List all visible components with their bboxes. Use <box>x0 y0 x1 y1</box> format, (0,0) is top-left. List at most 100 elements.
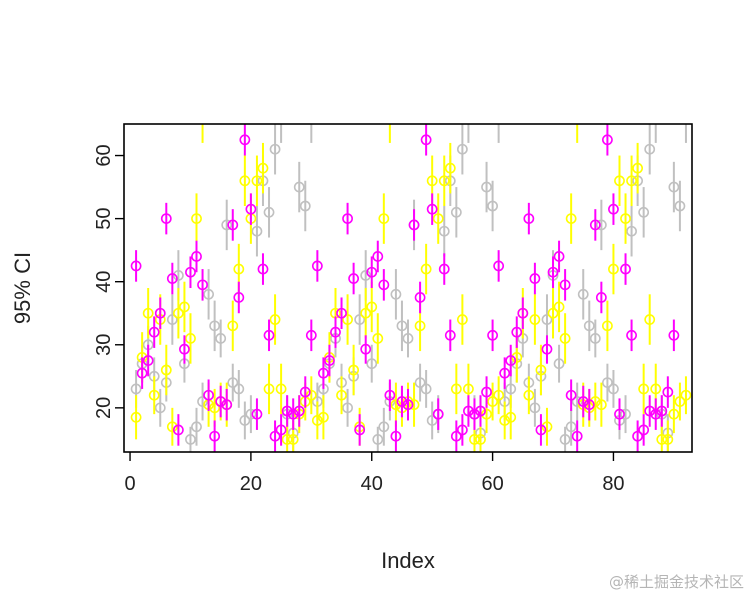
ci-point-marker <box>487 200 498 212</box>
ci-point-marker <box>475 433 486 445</box>
ci-point-marker <box>523 213 535 225</box>
ci-point-marker <box>651 113 660 122</box>
ci-point-marker <box>426 175 438 187</box>
ci-point-marker <box>277 113 286 122</box>
ci-point <box>354 414 366 446</box>
ci-point <box>336 376 347 415</box>
ci-point-marker <box>215 333 227 344</box>
ci-point <box>583 300 595 352</box>
ci-point <box>166 407 178 446</box>
ci-point <box>215 385 227 418</box>
y-tick-label: 60 <box>93 144 115 166</box>
ci-point-marker <box>464 113 473 122</box>
ci-point <box>318 357 329 389</box>
ci-point-marker <box>385 113 394 122</box>
ci-point-marker <box>547 307 559 319</box>
ci-point-marker <box>583 320 595 332</box>
ci-point-marker <box>354 424 366 436</box>
ci-point <box>172 414 184 446</box>
ci-point <box>456 124 468 175</box>
ci-point <box>602 363 613 402</box>
ci-point-marker <box>148 326 160 338</box>
ci-point-marker <box>305 329 317 341</box>
ci-point-marker <box>438 263 450 275</box>
ci-point <box>644 294 656 345</box>
ci-point-marker <box>287 408 299 420</box>
ci-point-marker <box>154 307 166 319</box>
ci-point-marker <box>553 358 565 370</box>
ci-point <box>299 376 311 408</box>
ci-point <box>209 300 221 352</box>
ci-point-marker <box>330 326 341 338</box>
ci-point <box>595 382 607 427</box>
ci-point-marker <box>179 343 190 355</box>
ci-point-marker <box>571 430 583 442</box>
ci-point <box>432 398 444 430</box>
ci-point <box>330 316 341 348</box>
ci-point-marker <box>348 364 360 376</box>
ci-point-marker <box>336 389 347 401</box>
ci-point-marker <box>505 383 517 395</box>
ci-point <box>269 294 281 345</box>
ci-point-marker <box>608 203 619 215</box>
ci-point-marker <box>130 411 142 423</box>
ci-point <box>511 316 523 348</box>
ci-point-marker <box>318 411 329 423</box>
ci-point <box>390 382 402 427</box>
ci-point <box>251 206 263 257</box>
ci-point <box>201 124 204 143</box>
ci-point <box>342 388 353 427</box>
ci-point <box>668 319 680 352</box>
ci-point <box>602 124 613 156</box>
ci-point-marker <box>638 206 650 218</box>
ci-point <box>305 319 317 352</box>
ci-point <box>595 199 607 251</box>
ci-point <box>577 385 589 418</box>
ci-point <box>668 161 680 213</box>
ci-point <box>179 281 190 333</box>
ci-point <box>529 294 541 345</box>
ci-point-marker <box>463 405 474 417</box>
ci-point <box>233 370 245 408</box>
ci-point-marker <box>396 396 408 407</box>
ci-point-marker <box>366 266 378 278</box>
ci-point-marker <box>354 314 366 325</box>
ci-point-marker <box>366 301 378 313</box>
ci-point-marker <box>602 320 613 332</box>
ci-point-marker <box>390 430 402 442</box>
ci-point <box>674 382 686 421</box>
y-tick-label: 40 <box>93 271 115 293</box>
ci-point <box>360 288 372 339</box>
ci-point-marker <box>644 143 656 155</box>
ci-point-marker <box>481 181 492 193</box>
ci-point <box>136 357 148 389</box>
ci-point <box>487 180 498 232</box>
ci-point-marker <box>632 162 644 174</box>
ci-point <box>408 209 420 241</box>
ci-point <box>154 388 166 427</box>
ci-point-marker <box>311 415 323 426</box>
ci-point-marker <box>450 383 462 395</box>
ci-point-marker <box>620 213 631 225</box>
ci-point-marker <box>668 181 680 193</box>
ci-point <box>656 395 668 427</box>
ci-point-marker <box>541 314 553 325</box>
ci-point-marker <box>595 219 607 231</box>
ci-point <box>450 420 462 452</box>
ci-point <box>142 344 154 377</box>
ci-point <box>263 187 275 238</box>
ci-point-marker <box>251 408 263 420</box>
ci-point <box>662 376 674 408</box>
ci-point <box>620 395 631 434</box>
ci-point <box>493 250 505 282</box>
ci-point <box>203 379 214 411</box>
ci-point-marker <box>239 175 251 187</box>
ci-point-marker <box>529 273 541 284</box>
ci-point-marker <box>656 433 668 445</box>
ci-point-marker <box>209 430 221 442</box>
ci-point-marker <box>299 200 311 212</box>
ci-point-marker <box>360 307 372 319</box>
ci-point <box>464 113 473 143</box>
ci-point-marker <box>172 424 184 436</box>
ci-point-marker <box>602 134 613 146</box>
